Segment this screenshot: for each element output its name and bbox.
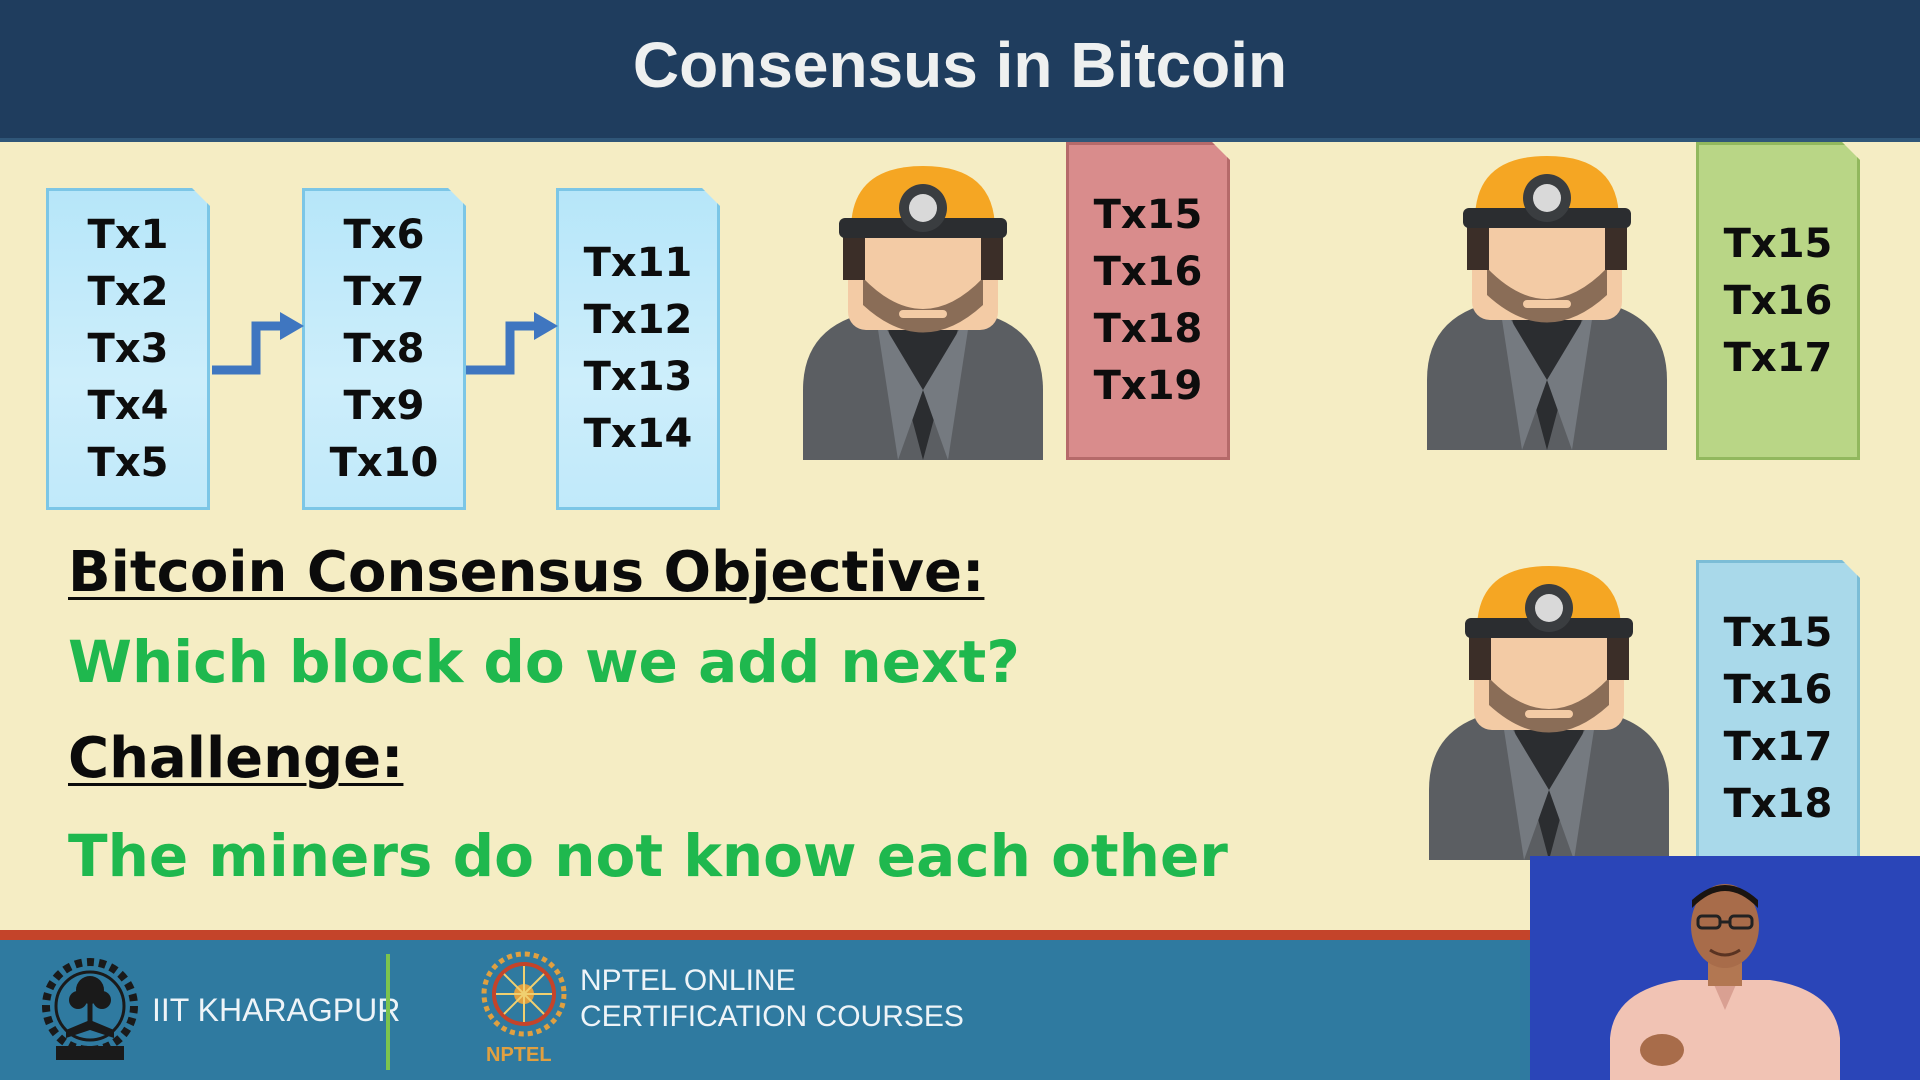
chain-arrow-1 [212,312,304,375]
footer-divider [386,954,390,1070]
miner-1-block: Tx15 Tx16 Tx18 Tx19 [1066,142,1230,460]
tx-label: Tx4 [87,382,169,429]
presenter-video [1530,856,1920,1080]
tx-label: Tx18 [1723,781,1833,827]
institute-name: IIT KHARAGPUR [152,992,401,1028]
tx-label: Tx8 [343,325,425,372]
objective-label: Bitcoin Consensus Objective: [68,540,985,605]
challenge-label: Challenge: [68,726,404,791]
presenter-figure [1610,884,1840,1080]
miner-3-block: Tx15 Tx16 Tx17 Tx18 [1696,560,1860,878]
tx-label: Tx11 [583,240,693,286]
footer-bar: IIT KHARAGPUR NPTEL NPTEL ONLINE CERTIFI… [0,940,1530,1080]
tx-label: Tx3 [87,325,169,372]
tx-label: Tx10 [329,439,439,486]
tx-label: Tx14 [583,411,693,457]
miner-icon [1429,566,1669,860]
objective-value: Which block do we add next? [68,628,1020,696]
tx-label: Tx17 [1723,334,1833,381]
tx-label: Tx6 [343,211,425,258]
chain-block-3: Tx11 Tx12 Tx13 Tx14 [556,188,720,510]
challenge-value: The miners do not know each other [68,822,1228,890]
tx-label: Tx13 [583,354,693,400]
tx-label: Tx2 [87,268,169,315]
chain-block-2: Tx6 Tx7 Tx8 Tx9 Tx10 [302,188,466,510]
tx-label: Tx15 [1723,220,1833,267]
miner-icon [803,166,1043,460]
chain-block-1: Tx1 Tx2 Tx3 Tx4 Tx5 [46,188,210,510]
tx-label: Tx16 [1723,667,1833,713]
footer-stripe [0,930,1530,940]
miner-icon [1427,156,1667,450]
tx-label: Tx5 [87,439,169,486]
miner-2-block: Tx15 Tx16 Tx17 [1696,142,1860,460]
slide-header: Consensus in Bitcoin [0,0,1920,142]
nptel-logo-icon [481,951,567,1037]
iit-kharagpur-logo-icon [42,958,138,1060]
tx-label: Tx16 [1093,249,1203,295]
course-title-line2: CERTIFICATION COURSES [580,1000,964,1033]
tx-label: Tx19 [1093,363,1203,409]
tx-label: Tx17 [1723,724,1833,770]
tx-label: Tx1 [87,211,169,258]
tx-label: Tx18 [1093,306,1203,352]
course-title-line1: NPTEL ONLINE [580,964,796,997]
slide-content: Tx1 Tx2 Tx3 Tx4 Tx5 Tx6 Tx7 Tx8 Tx9 Tx10… [0,142,1920,930]
tx-label: Tx15 [1093,192,1203,238]
tx-label: Tx16 [1723,277,1833,324]
tx-label: Tx9 [343,382,425,429]
chain-arrow-2 [466,312,558,375]
slide-title: Consensus in Bitcoin [632,29,1288,101]
tx-label: Tx7 [343,268,425,315]
tx-label: Tx12 [583,297,693,343]
nptel-logo-text: NPTEL [486,1044,552,1066]
tx-label: Tx15 [1723,610,1833,656]
